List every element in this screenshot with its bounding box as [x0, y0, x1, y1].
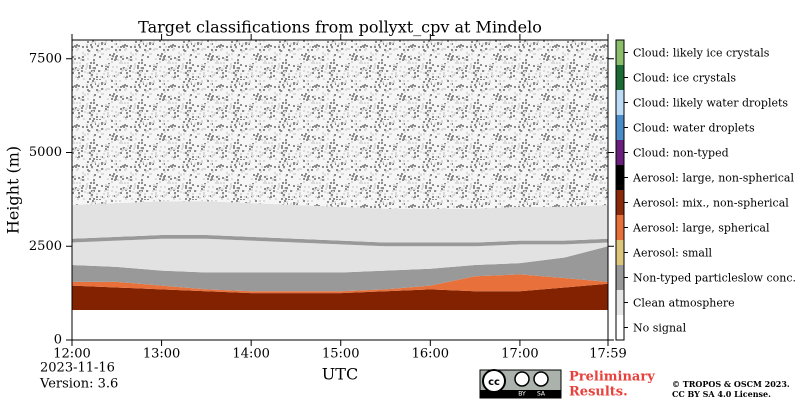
svg-text:cc: cc — [488, 377, 500, 388]
chart-title: Target classifications from pollyxt_cpv … — [138, 18, 542, 37]
legend-swatch — [616, 115, 624, 140]
badge-text: SA — [537, 391, 546, 398]
y-tick-label: 2500 — [29, 239, 62, 254]
class-layer — [72, 40, 608, 209]
legend-label: Aerosol: large, spherical — [632, 222, 770, 235]
class-layer — [72, 201, 608, 243]
class-layer — [72, 274, 608, 294]
license-badge: cc BY SA — [479, 369, 562, 399]
class-layer — [72, 283, 608, 310]
legend-swatch — [616, 240, 624, 265]
class-layer — [72, 246, 608, 292]
class-layer — [72, 310, 608, 340]
legend-swatch — [616, 165, 624, 190]
x-tick-label: 16:00 — [412, 347, 449, 362]
legend-swatch — [616, 65, 624, 90]
class-layer — [72, 238, 608, 273]
x-tick-label: 15:00 — [322, 347, 359, 362]
x-tick-label: 13:00 — [143, 347, 180, 362]
legend-frame — [615, 39, 625, 341]
x-tick-label: 17:00 — [501, 347, 538, 362]
preliminary-text: Preliminary — [569, 370, 655, 385]
legend-label: Cloud: water droplets — [633, 122, 755, 135]
plot-frame — [71, 39, 609, 341]
legend-swatch — [616, 290, 624, 315]
legend-swatch — [616, 215, 624, 240]
legend-swatch — [616, 90, 624, 115]
y-tick-label: 7500 — [29, 51, 62, 66]
legend-swatch — [616, 265, 624, 290]
legend-label: Cloud: ice crystals — [633, 72, 736, 85]
legend-label: Aerosol: small — [632, 247, 712, 260]
legend-label: Cloud: non-typed — [633, 147, 729, 160]
legend-swatch — [616, 140, 624, 165]
date: 2023-11-16 — [40, 361, 115, 376]
x-tick-label: 17:59 — [589, 347, 626, 362]
class-layer — [72, 235, 608, 247]
legend-label: Aerosol: mix., non-spherical — [632, 197, 789, 210]
x-tick-label: 14:00 — [232, 347, 269, 362]
legend-swatch — [616, 190, 624, 215]
badge-text: BY — [518, 391, 526, 398]
legend-swatch — [616, 315, 624, 340]
legend-label: Non-typed particleslow conc. — [633, 272, 796, 285]
version: Version: 3.6 — [39, 377, 118, 392]
legend-label: Aerosol: large, non-spherical — [632, 172, 794, 185]
legend-label: Cloud: likely ice crystals — [633, 47, 770, 60]
preliminary-text: Results. — [569, 385, 628, 400]
y-axis-label: Height (m) — [4, 146, 23, 234]
copyright: CC BY SA 4.0 License. — [672, 389, 771, 399]
legend-label: No signal — [633, 322, 687, 335]
legend-label: Clean atmosphere — [633, 297, 735, 310]
plot-area — [72, 40, 608, 340]
y-tick-label: 5000 — [29, 145, 62, 160]
x-tick-label: 12:00 — [53, 347, 90, 362]
legend-swatch — [616, 40, 624, 65]
y-tick-label: 0 — [54, 333, 62, 348]
legend-label: Cloud: likely water droplets — [633, 97, 788, 110]
copyright: © TROPOS & OSCM 2023. — [672, 379, 790, 389]
x-axis-label: UTC — [322, 365, 358, 384]
